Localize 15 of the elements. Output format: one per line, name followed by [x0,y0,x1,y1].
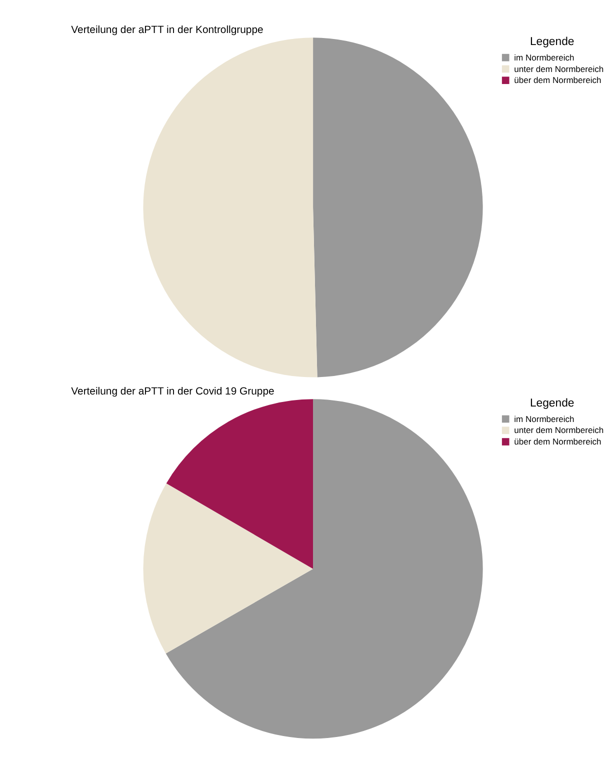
pie-slice [143,38,318,378]
legend-label: unter dem Normbereich [514,64,604,74]
legend-label: im Normbereich [514,414,574,424]
legend-label: im Normbereich [514,52,574,62]
chart-title: Verteilung der aPTT in der Kontrollgruppe [71,24,264,36]
legend-label: über dem Normbereich [514,75,602,86]
legend-label: über dem Normbereich [514,436,602,447]
legend-title: Legende [530,398,574,410]
pie-slice [166,399,483,739]
pie-slice [313,38,483,378]
legend-label: unter dem Normbereich [514,425,604,436]
pie-slice [143,483,314,654]
pie-slice [166,399,314,569]
legend-title: Legende [530,36,574,48]
chart-title: Verteilung der aPTT in der Covid 19 Gruppe [71,386,274,398]
